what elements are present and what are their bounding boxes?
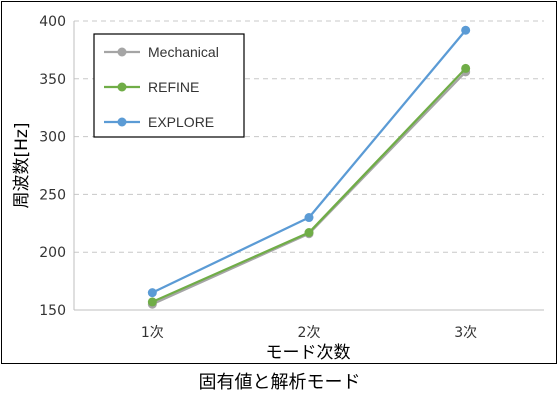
data-point <box>147 288 157 298</box>
legend-swatch-marker <box>117 47 127 57</box>
y-tick-label: 400 <box>39 14 66 30</box>
x-tick-label: 2次 <box>298 325 321 341</box>
data-point <box>147 297 157 307</box>
legend-swatch-marker <box>117 117 127 127</box>
data-point <box>304 228 314 238</box>
x-axis-title: モード次数 <box>266 343 351 363</box>
series-lines <box>147 25 471 309</box>
y-axis-title: 周波数[Hz] <box>12 123 32 209</box>
y-tick-label: 300 <box>39 130 66 146</box>
gridlines <box>74 20 544 253</box>
tick-labels: 150 200 250 300 350 400 1次 2次 3次 <box>39 14 477 341</box>
axes <box>73 21 544 311</box>
chart-frame: 150 200 250 300 350 400 1次 2次 3次 周波数[Hz] モード次数 M… <box>1 1 557 364</box>
data-point <box>461 63 471 73</box>
figure-caption: 固有値と解析モード <box>198 372 361 393</box>
legend-entry: REFINE <box>148 79 199 95</box>
y-tick-label: 250 <box>39 187 66 203</box>
data-point <box>304 213 314 223</box>
y-tick-label: 350 <box>39 72 66 88</box>
line-chart: 150 200 250 300 350 400 1次 2次 3次 周波数[Hz] モード次数 M… <box>12 14 544 363</box>
legend-entry: EXPLORE <box>148 114 214 130</box>
legend-entry: Mechanical <box>148 44 219 60</box>
x-tick-label: 1次 <box>141 325 164 341</box>
y-tick-label: 200 <box>39 245 66 261</box>
legend: Mechanical REFINE EXPLORE <box>93 33 245 138</box>
y-tick-label: 150 <box>39 303 66 319</box>
data-point <box>461 25 471 35</box>
x-tick-label: 3次 <box>454 325 477 341</box>
legend-swatch-marker <box>117 82 127 92</box>
